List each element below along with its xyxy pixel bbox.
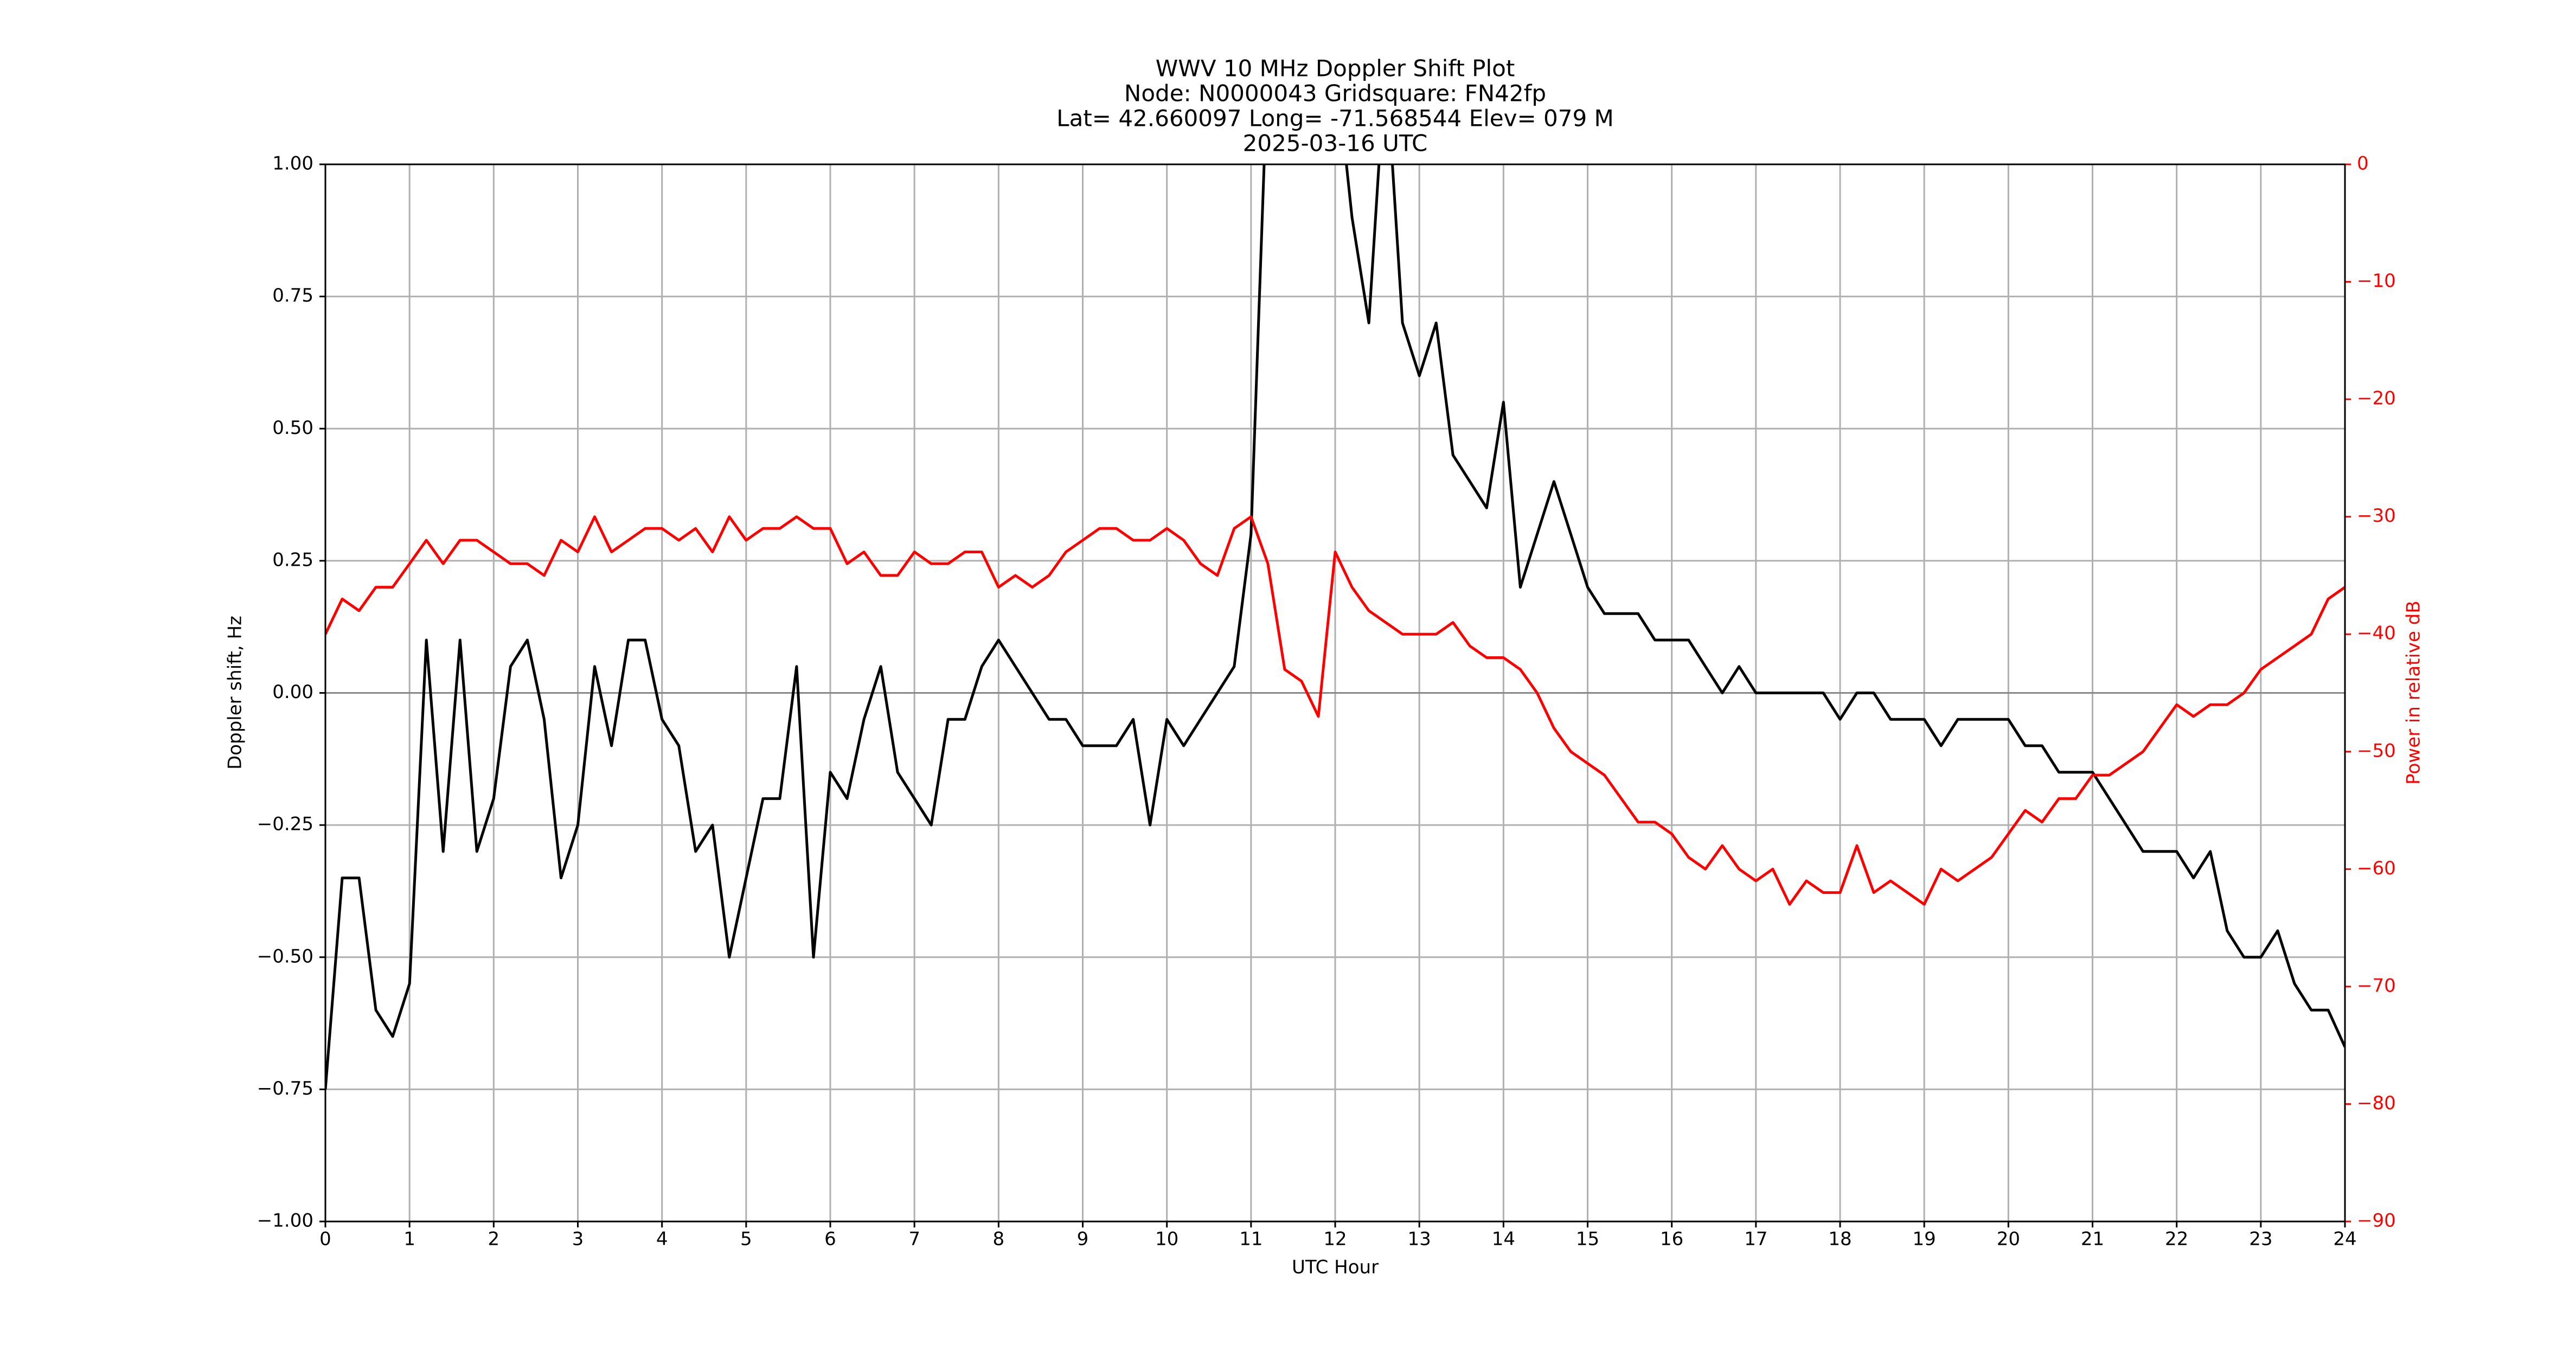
x-tick-label: 20: [1997, 1229, 2020, 1250]
y2-axis-label: Power in relative dB: [2403, 600, 2425, 784]
x-tick-label: 7: [908, 1229, 920, 1250]
y-tick-label: −0.50: [257, 945, 313, 967]
chart-title: WWV 10 MHz Doppler Shift Plot: [1156, 55, 1515, 82]
y2-tick-label: −90: [2357, 1210, 2396, 1232]
x-tick-label: 11: [1239, 1229, 1263, 1250]
y2-tick-label: −30: [2357, 505, 2396, 527]
x-tick-label: 14: [1492, 1229, 1515, 1250]
chart-title: Node: N0000043 Gridsquare: FN42fp: [1124, 80, 1546, 107]
y-tick-label: 0.50: [272, 417, 313, 439]
x-tick-label: 3: [572, 1229, 584, 1250]
x-tick-label: 10: [1155, 1229, 1178, 1250]
x-tick-label: 8: [993, 1229, 1005, 1250]
chart-title: Lat= 42.660097 Long= -71.568544 Elev= 07…: [1056, 105, 1614, 132]
y2-tick-label: −50: [2357, 740, 2396, 762]
y-tick-label: 0.25: [272, 549, 313, 571]
x-tick-label: 6: [824, 1229, 836, 1250]
y-tick-label: 1.00: [272, 153, 313, 175]
y2-tick-label: −70: [2357, 975, 2396, 996]
y2-tick-label: −10: [2357, 270, 2396, 292]
x-tick-label: 12: [1323, 1229, 1347, 1250]
x-tick-label: 5: [740, 1229, 752, 1250]
chart-title: 2025-03-16 UTC: [1243, 130, 1428, 157]
plot-frame: [324, 163, 2346, 1223]
x-tick-label: 19: [1913, 1229, 1936, 1250]
x-tick-label: 2: [488, 1229, 500, 1250]
y2-tick-label: −80: [2357, 1092, 2396, 1114]
x-tick-label: 1: [403, 1229, 415, 1250]
x-tick-label: 23: [2249, 1229, 2272, 1250]
y-tick-label: −0.25: [257, 814, 313, 835]
series-line: [325, 515, 2345, 906]
x-tick-label: 21: [2081, 1229, 2104, 1250]
x-axis-label: UTC Hour: [1292, 1257, 1379, 1278]
x-tick-label: 9: [1077, 1229, 1089, 1250]
x-tick-label: 15: [1576, 1229, 1599, 1250]
y2-tick-label: −20: [2357, 388, 2396, 410]
y-tick-label: −1.00: [257, 1210, 313, 1232]
y-tick-label: −0.75: [257, 1078, 313, 1099]
x-tick-label: 4: [656, 1229, 668, 1250]
x-tick-label: 24: [2333, 1229, 2356, 1250]
y-tick-label: 0.00: [272, 681, 313, 703]
x-tick-label: 13: [1408, 1229, 1431, 1250]
y2-tick-label: −40: [2357, 623, 2396, 644]
y-axis-label: Doppler shift, Hz: [225, 616, 246, 770]
y2-tick-label: 0: [2357, 153, 2369, 175]
y2-tick-label: −60: [2357, 858, 2396, 879]
x-tick-label: 16: [1660, 1229, 1683, 1250]
x-tick-label: 18: [1828, 1229, 1851, 1250]
x-tick-label: 0: [319, 1229, 331, 1250]
series-line: [325, 164, 2345, 1090]
x-tick-label: 17: [1744, 1229, 1767, 1250]
y-tick-label: 0.75: [272, 285, 313, 306]
x-tick-label: 22: [2165, 1229, 2188, 1250]
